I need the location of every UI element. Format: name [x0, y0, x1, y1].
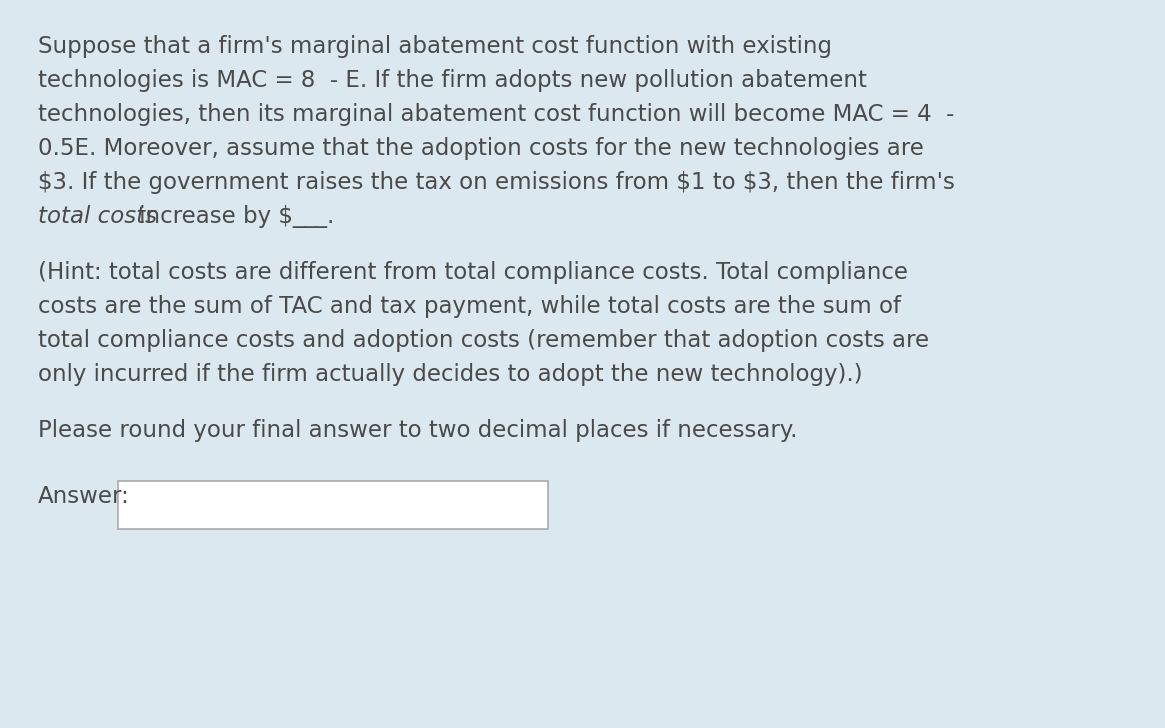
Text: increase by $___.: increase by $___.	[132, 205, 334, 228]
Text: 0.5E. Moreover, assume that the adoption costs for the new technologies are: 0.5E. Moreover, assume that the adoption…	[38, 137, 924, 160]
Text: (Hint: total costs are different from total compliance costs. Total compliance: (Hint: total costs are different from to…	[38, 261, 908, 284]
Text: only incurred if the firm actually decides to adopt the new technology).): only incurred if the firm actually decid…	[38, 363, 862, 386]
FancyBboxPatch shape	[118, 481, 548, 529]
Text: total costs: total costs	[38, 205, 157, 228]
Text: Please round your final answer to two decimal places if necessary.: Please round your final answer to two de…	[38, 419, 798, 442]
Text: Answer:: Answer:	[38, 485, 129, 508]
Text: $3. If the government raises the tax on emissions from $1 to $3, then the firm's: $3. If the government raises the tax on …	[38, 171, 955, 194]
Text: Suppose that a firm's marginal abatement cost function with existing: Suppose that a firm's marginal abatement…	[38, 35, 832, 58]
Text: total compliance costs and adoption costs (remember that adoption costs are: total compliance costs and adoption cost…	[38, 329, 930, 352]
Text: costs are the sum of TAC and tax payment, while total costs are the sum of: costs are the sum of TAC and tax payment…	[38, 295, 901, 318]
Text: technologies is MAC = 8  - E. If the firm adopts new pollution abatement: technologies is MAC = 8 - E. If the firm…	[38, 69, 867, 92]
Text: technologies, then its marginal abatement cost function will become MAC = 4  -: technologies, then its marginal abatemen…	[38, 103, 954, 126]
